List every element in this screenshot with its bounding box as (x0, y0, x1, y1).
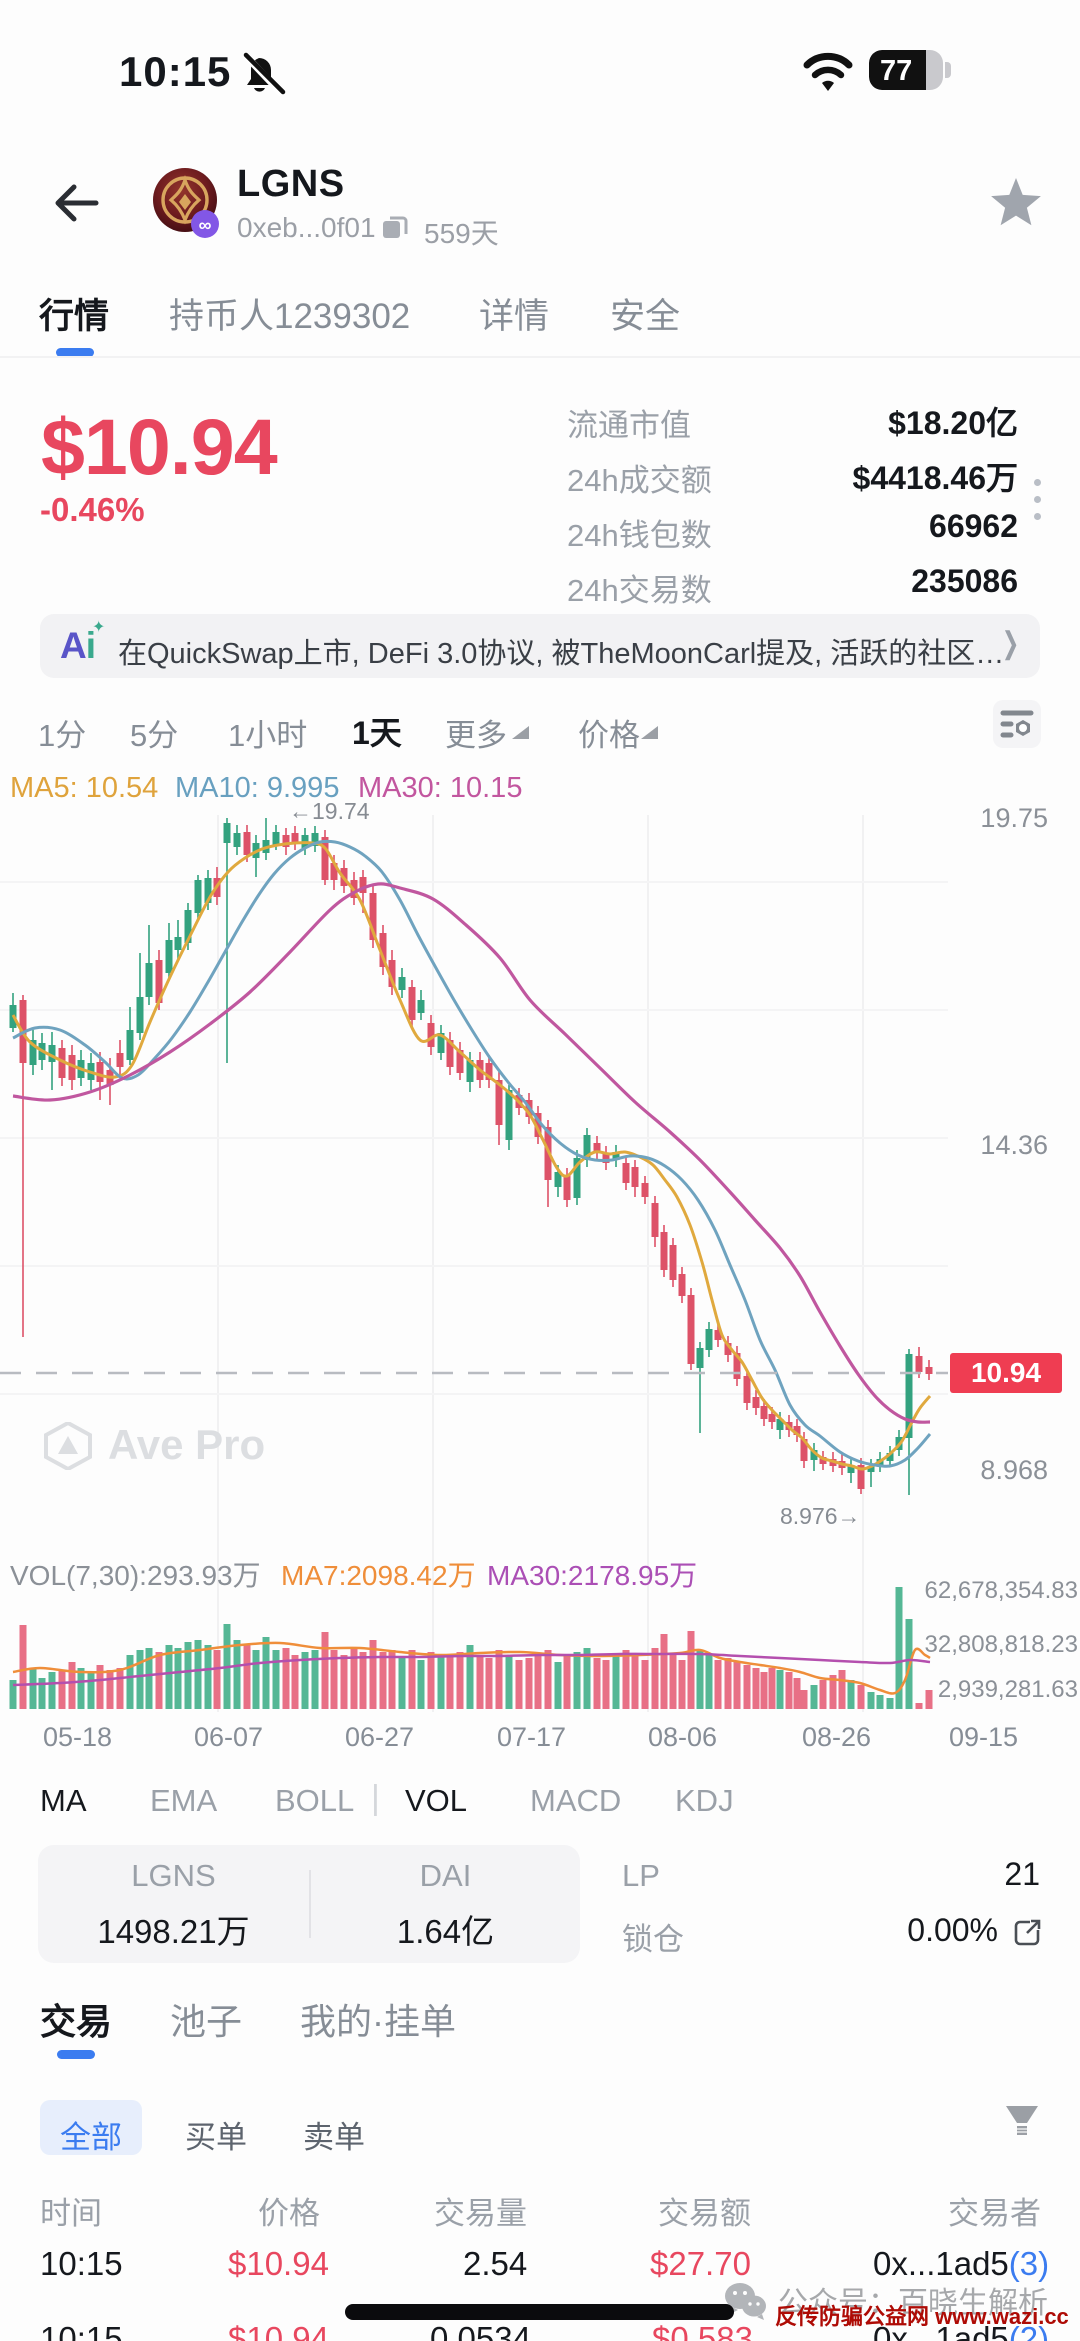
svg-text:∞: ∞ (199, 215, 212, 235)
